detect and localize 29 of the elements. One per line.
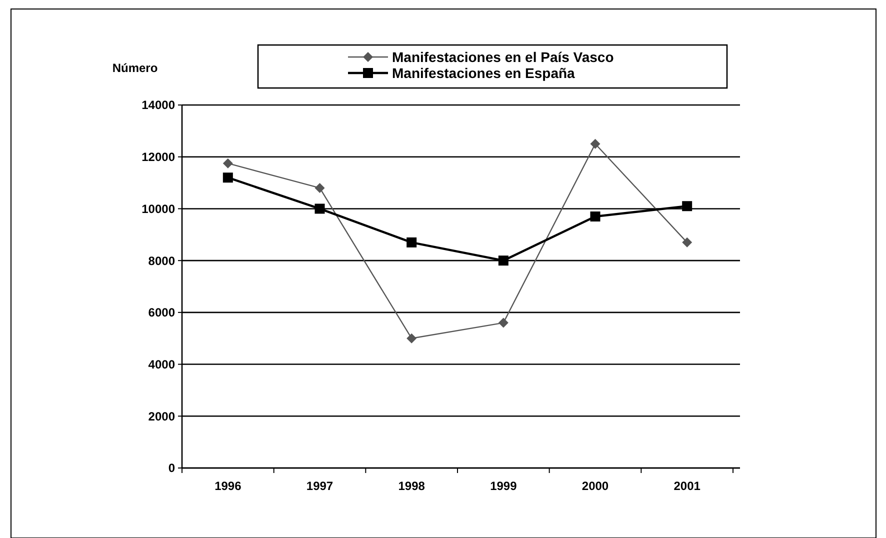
legend-label: Manifestaciones en España bbox=[392, 64, 576, 81]
y-tick-label: 2000 bbox=[148, 409, 176, 424]
y-tick-label: 4000 bbox=[148, 357, 176, 372]
y-tick-label: 0 bbox=[168, 461, 176, 476]
y-tick-label: 8000 bbox=[148, 254, 176, 268]
point bbox=[406, 333, 417, 344]
x-tick-label: 1996 bbox=[214, 479, 242, 493]
point bbox=[498, 256, 508, 266]
point bbox=[590, 211, 600, 222]
x-tick-label: 2000 bbox=[582, 479, 609, 493]
y-tick-label: 12000 bbox=[142, 150, 176, 164]
x-tick-label: 1998 bbox=[398, 479, 426, 493]
y-axis-title: Número bbox=[112, 61, 158, 75]
y-tick-label: 14000 bbox=[142, 98, 176, 112]
point bbox=[314, 182, 325, 193]
x-tick-label: 1997 bbox=[306, 479, 334, 493]
legend-label: Manifestaciones en el País Vasco bbox=[392, 48, 614, 65]
y-tick-label: 6000 bbox=[148, 306, 176, 320]
x-tick-label: 1999 bbox=[490, 479, 518, 493]
point bbox=[314, 204, 325, 214]
y-tick-label: 10000 bbox=[142, 202, 176, 216]
point bbox=[406, 237, 417, 248]
point bbox=[222, 158, 233, 168]
point bbox=[222, 172, 233, 183]
point bbox=[498, 318, 508, 328]
x-tick-label: 2001 bbox=[674, 479, 701, 493]
point bbox=[590, 138, 600, 149]
point bbox=[682, 237, 692, 248]
point bbox=[682, 201, 692, 212]
